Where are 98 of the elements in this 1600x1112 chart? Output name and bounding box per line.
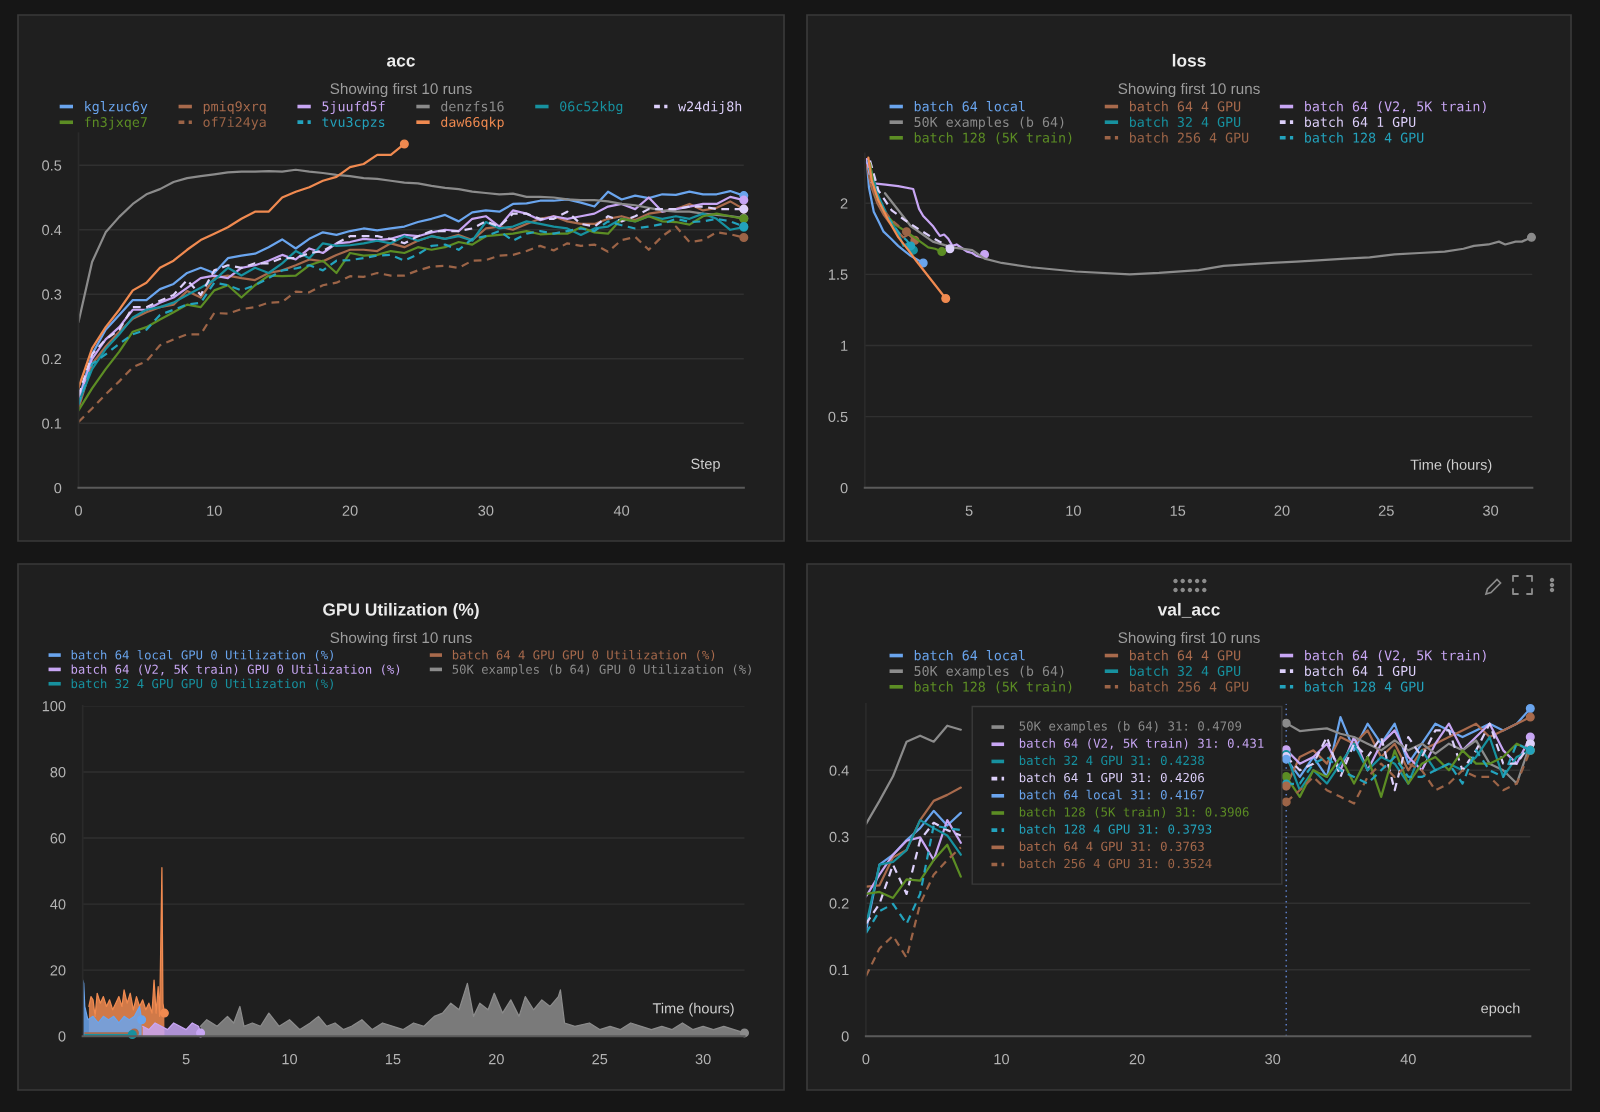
x-tick-label: 10 xyxy=(1066,505,1081,516)
legend-label: daw66qkp xyxy=(441,116,504,130)
legend-label: batch 128 4 GPU xyxy=(1305,681,1424,692)
legend-label: kglzuc6y xyxy=(85,101,148,115)
legend-label: 5juufd5f xyxy=(322,101,385,114)
chart-title: val_acc xyxy=(1157,602,1220,618)
x-tick-label: 30 xyxy=(695,1053,711,1065)
legend-label: 50K examples (b 64) GPU 0 Utilization (%) xyxy=(452,664,751,677)
y-tick-label: 0.1 xyxy=(42,418,62,429)
x-axis-title: epoch xyxy=(1481,1002,1520,1017)
annotation: batch 128 4 GPU 31: 0.3793 xyxy=(1019,824,1212,834)
y-tick-label: 0 xyxy=(841,1031,849,1042)
legend-label: batch 64 4 GPU GPU 0 Utilization (%) xyxy=(452,650,715,661)
legend-label: 50K examples (b 64) xyxy=(914,665,1064,679)
y-tick-label: 1 xyxy=(841,340,848,351)
legend-label: batch 32 4 GPU xyxy=(1130,665,1241,677)
x-tick-label: 40 xyxy=(1400,1053,1416,1065)
chart-subtitle: Showing first 10 runs xyxy=(330,631,472,647)
legend-label: tvu3cpzs xyxy=(322,116,385,130)
legend-label: batch 64 (V2, 5K train) GPU 0 Utilization (%) xyxy=(71,664,400,676)
chart-subtitle: Showing first 10 runs xyxy=(1118,631,1260,647)
y-tick-label: 0.3 xyxy=(42,289,62,300)
annotation: batch 64 local 31: 0.4167 xyxy=(1019,789,1204,800)
legend-label: 06c52kbg xyxy=(560,101,623,115)
x-tick-label: 0 xyxy=(75,505,82,516)
legend-label: batch 64 (V2, 5K train) xyxy=(1305,650,1486,663)
y-tick-label: 40 xyxy=(50,899,66,910)
x-tick-label: 30 xyxy=(1265,1053,1281,1065)
y-tick-label: 0.5 xyxy=(42,160,62,171)
y-tick-label: 100 xyxy=(42,701,66,712)
legend-label: batch 32 4 GPU GPU 0 Utilization (%) xyxy=(71,678,333,690)
x-tick-label: 15 xyxy=(1170,505,1186,516)
y-tick-label: 0.2 xyxy=(42,353,62,365)
annotation: batch 64 (V2, 5K train) 31: 0.431 xyxy=(1019,738,1264,750)
y-tick-label: 0.3 xyxy=(829,831,849,843)
annotation: batch 32 4 GPU 31: 0.4238 xyxy=(1019,755,1204,766)
y-tick-label: 0 xyxy=(54,482,62,494)
y-tick-label: 1.5 xyxy=(828,269,848,280)
legend-label: 50K examples (b 64) xyxy=(914,116,1064,130)
legend-label: batch 64 local xyxy=(914,101,1025,112)
legend-label: w24dij8h xyxy=(678,101,742,114)
x-tick-label: 15 xyxy=(385,1054,401,1065)
chart-title: loss xyxy=(1172,53,1206,67)
x-tick-label: 25 xyxy=(592,1053,608,1065)
annotation: batch 256 4 GPU 31: 0.3524 xyxy=(1019,858,1212,869)
y-tick-label: 20 xyxy=(50,965,66,976)
x-tick-label: 10 xyxy=(207,505,222,516)
x-tick-label: 5 xyxy=(965,505,973,516)
legend-label: batch 64 4 GPU xyxy=(1130,650,1241,661)
chart-title: GPU Utilization (%) xyxy=(323,602,479,620)
y-tick-label: 0.5 xyxy=(828,411,848,423)
y-tick-label: 0 xyxy=(58,1031,66,1042)
annotation: batch 64 1 GPU 31: 0.4206 xyxy=(1019,772,1204,783)
x-axis-title: Step xyxy=(691,458,720,472)
x-axis-title: Time (hours) xyxy=(1410,459,1492,473)
legend-label: batch 64 1 GPU xyxy=(1305,665,1416,677)
legend-label: batch 64 4 GPU xyxy=(1130,101,1241,112)
annotation: batch 64 4 GPU 31: 0.3763 xyxy=(1019,841,1204,851)
legend-label: batch 256 4 GPU xyxy=(1130,681,1249,692)
chart-subtitle: Showing first 10 runs xyxy=(330,82,472,98)
legend-label: batch 256 4 GPU xyxy=(1130,132,1249,143)
x-tick-label: 20 xyxy=(488,1053,504,1065)
chart-subtitle: Showing first 10 runs xyxy=(1118,82,1260,98)
legend-label: batch 64 (V2, 5K train) xyxy=(1305,101,1486,114)
legend-label: denzfs16 xyxy=(441,101,504,112)
legend-label: batch 64 local xyxy=(914,650,1025,661)
y-tick-label: 0.1 xyxy=(829,964,849,976)
y-tick-label: 0.4 xyxy=(829,765,849,776)
x-tick-label: 20 xyxy=(1129,1053,1145,1065)
x-tick-label: 25 xyxy=(1378,505,1394,516)
x-tick-label: 10 xyxy=(994,1053,1010,1065)
y-tick-label: 80 xyxy=(50,767,66,778)
legend-label: fn3jxqe7 xyxy=(84,116,147,130)
legend-label: batch 128 4 GPU xyxy=(1305,132,1424,143)
x-tick-label: 30 xyxy=(478,505,494,516)
legend-label: batch 128 (5K train) xyxy=(914,132,1072,145)
x-tick-label: 10 xyxy=(282,1053,298,1065)
x-tick-label: 40 xyxy=(613,505,630,516)
y-tick-label: 0 xyxy=(840,482,848,494)
legend-label: batch 64 1 GPU xyxy=(1305,116,1416,128)
annotation: 50K examples (b 64) 31: 0.4709 xyxy=(1019,721,1242,734)
x-tick-label: 20 xyxy=(342,505,358,516)
legend-label: batch 32 4 GPU xyxy=(1130,116,1241,128)
legend-label: batch 64 local GPU 0 Utilization (%) xyxy=(71,650,333,661)
x-tick-label: 5 xyxy=(182,1054,190,1065)
x-tick-label: 30 xyxy=(1483,505,1499,516)
x-tick-label: 0 xyxy=(862,1053,870,1065)
y-tick-label: 0.2 xyxy=(829,898,849,909)
legend-label: batch 128 (5K train) xyxy=(914,681,1072,694)
y-tick-label: 0.4 xyxy=(42,224,62,236)
y-tick-label: 60 xyxy=(50,833,66,844)
y-tick-label: 2 xyxy=(840,198,848,209)
x-axis-title: Time (hours) xyxy=(652,1002,734,1017)
annotation: batch 128 (5K train) 31: 0.3906 xyxy=(1019,807,1249,819)
chart-title: acc xyxy=(387,57,415,67)
legend-label: pmiq9xrq xyxy=(203,101,266,114)
x-tick-label: 20 xyxy=(1274,505,1290,516)
legend-label: of7i24ya xyxy=(203,116,266,130)
